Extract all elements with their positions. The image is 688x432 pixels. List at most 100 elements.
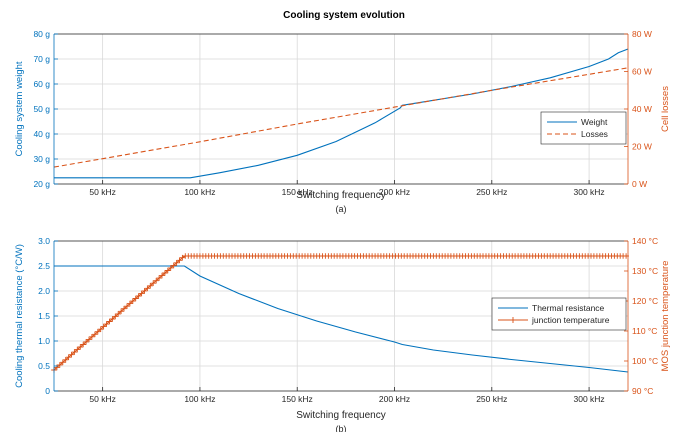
- data-marker: [54, 364, 60, 371]
- y-right-tick-label: 140 °C: [632, 236, 658, 246]
- figure-title: Cooling system evolution: [283, 10, 405, 21]
- y-right-tick-label: 90 °C: [632, 386, 653, 396]
- data-marker: [124, 303, 130, 309]
- chart-caption: (b): [336, 424, 347, 432]
- data-marker: [83, 339, 89, 345]
- data-marker: [92, 331, 98, 338]
- data-marker: [179, 254, 186, 261]
- data-marker: [103, 321, 110, 327]
- y-left-tick-label: 20 g: [33, 179, 50, 189]
- data-marker: [138, 290, 145, 297]
- legend-box: [540, 111, 627, 145]
- data-marker: [176, 257, 183, 264]
- data-marker: [60, 359, 66, 366]
- data-marker: [132, 295, 139, 302]
- legend-box: [491, 297, 627, 331]
- y-left-tick-label: 1.0: [38, 336, 50, 346]
- data-marker: [162, 270, 168, 276]
- data-marker: [74, 346, 81, 353]
- y-right-tick-label: 0 W: [632, 179, 647, 189]
- data-marker: [147, 283, 154, 289]
- legend: Thermal resistance junction temperature: [491, 297, 627, 331]
- x-tick-label: 250 kHz: [476, 394, 507, 404]
- y-left-tick-label: 0.5: [38, 361, 50, 371]
- data-marker: [150, 280, 156, 286]
- x-tick-label: 50 kHz: [89, 187, 115, 197]
- x-tick-label: 200 kHz: [379, 394, 410, 404]
- data-marker: [127, 300, 133, 307]
- chart-a: 50 kHz 100 kHz 150 kHz 200 kHz 250 kHz 300 kH…: [14, 29, 671, 214]
- data-marker: [115, 311, 121, 317]
- y-left-tick-label: 2.0: [38, 286, 50, 296]
- data-marker: [159, 272, 165, 279]
- x-tick-label: 50 kHz: [89, 394, 115, 404]
- x-tick-label: 200 kHz: [379, 187, 410, 197]
- x-tick-label: 300 kHz: [573, 187, 604, 197]
- data-marker: [62, 357, 69, 363]
- y-right-tick-label: 120 °C: [632, 296, 658, 306]
- data-marker: [135, 293, 142, 299]
- y-right-tick-label: 60 W: [632, 67, 652, 77]
- x-tick-label: 150 kHz: [282, 187, 313, 197]
- y-right-tick-label: 110 °C: [632, 326, 657, 336]
- data-marker: [97, 326, 104, 332]
- x-tick-label: 100 kHz: [184, 394, 215, 404]
- data-marker: [121, 305, 127, 312]
- y-left-tick-label: 70 g: [33, 54, 50, 64]
- data-marker: [173, 260, 180, 266]
- y-left-tick-label: 3.0: [38, 236, 50, 246]
- data-marker: [65, 354, 72, 360]
- series-line-thermal-resistance: [54, 265, 629, 373]
- y-left-axis-label: Cooling thermal resistance (°C/W): [14, 244, 25, 388]
- legend-entry: Thermal resistance: [532, 303, 605, 313]
- y-left-tick-label: 40 g: [33, 129, 50, 139]
- data-marker: [71, 349, 78, 355]
- data-marker: [144, 285, 151, 292]
- data-marker: [100, 323, 107, 330]
- data-marker: [109, 316, 116, 322]
- data-marker: [153, 277, 159, 284]
- data-marker: [118, 308, 124, 315]
- y-right-tick-label: 100 °C: [632, 356, 658, 366]
- legend-marker: [510, 317, 516, 323]
- y-right-tick-label: 40 W: [632, 104, 652, 114]
- data-marker: [167, 265, 174, 271]
- x-tick-label: 300 kHz: [573, 394, 604, 404]
- chart-b: 50 kHz 100 kHz 150 kHz 200 kHz 250 kHz 300 kH…: [14, 236, 671, 432]
- y-right-tick-label: 80 W: [632, 29, 652, 39]
- y-left-tick-label: 30 g: [33, 154, 50, 164]
- data-marker: [89, 334, 95, 340]
- y-left-tick-label: 80 g: [33, 29, 50, 39]
- x-tick-label: 250 kHz: [476, 187, 507, 197]
- data-marker: [77, 344, 84, 350]
- chart-caption: (a): [336, 204, 347, 214]
- data-marker: [95, 328, 101, 335]
- y-right-tick-label: 130 °C: [632, 266, 658, 276]
- y-left-axis-label: Cooling system weight: [14, 61, 25, 156]
- y-left-tick-label: 1.5: [38, 311, 50, 321]
- y-left-tick-label: 60 g: [33, 79, 50, 89]
- y-left-tick-label: 2.5: [38, 261, 50, 271]
- legend-entry: junction temperature: [531, 315, 610, 325]
- y-left-tick-label: 0: [45, 386, 50, 396]
- series-line-losses: [53, 67, 629, 168]
- legend-entry: Weight: [581, 117, 608, 127]
- data-marker: [86, 336, 92, 343]
- legend: Weight Losses: [540, 111, 627, 145]
- data-marker: [170, 262, 177, 269]
- x-axis-label: Switching frequency: [296, 410, 386, 421]
- data-marker: [130, 298, 136, 304]
- data-marker: [57, 362, 63, 368]
- x-tick-label: 100 kHz: [184, 187, 215, 197]
- legend-entry: Losses: [581, 129, 608, 139]
- y-right-axis-label: Cell losses: [660, 86, 671, 132]
- series-markers-junction-temperature: [51, 253, 629, 373]
- data-marker: [106, 318, 113, 325]
- x-axis-label: Switching frequency: [296, 190, 386, 201]
- y-left-tick-label: 50 g: [33, 104, 50, 114]
- y-right-axis-label: MOS junction temperature: [660, 261, 671, 372]
- data-marker: [141, 288, 148, 294]
- y-right-tick-label: 20 W: [632, 142, 652, 152]
- data-marker: [165, 267, 171, 274]
